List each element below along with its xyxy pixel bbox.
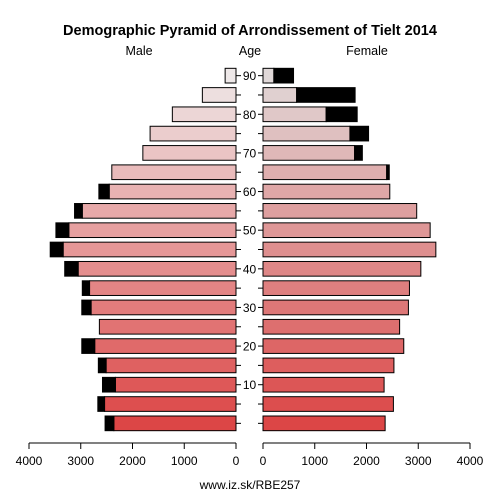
x-tick-label: 4000	[457, 454, 484, 468]
male-bar-70-74	[142, 145, 237, 161]
x-axes: 4000 3000 2000 1000 0 0 1000 2000 3000 4000	[16, 442, 484, 468]
female-bar-5-9	[262, 396, 394, 412]
age-tick-label: 30	[243, 301, 257, 315]
male-excess-55-59	[74, 203, 83, 219]
female-bar-85-89	[262, 87, 298, 103]
female-bar-25-29	[262, 318, 401, 335]
female-bar-50-54	[262, 222, 431, 239]
female-bar-35-39	[262, 280, 410, 296]
female-bar-45-49	[262, 241, 437, 258]
age-tick-label: 70	[243, 146, 257, 160]
female-bar-0-4	[262, 415, 386, 432]
female-bar-75-79	[262, 125, 351, 142]
x-tick-label: 4000	[16, 454, 43, 468]
male-bar-30-34	[90, 299, 237, 316]
age-tick-label: 50	[243, 224, 257, 238]
x-tick-label: 2000	[119, 454, 146, 468]
age-label: Age	[239, 44, 261, 58]
female-excess-80-84	[325, 106, 358, 123]
male-bar-55-59	[81, 203, 237, 219]
female-excess-90+	[273, 67, 295, 84]
female-bar-40-44	[262, 260, 422, 277]
male-bar-15-19	[105, 357, 237, 374]
x-tick-label: 3000	[405, 454, 432, 468]
male-bar-50-54	[68, 222, 237, 239]
male-bars	[49, 67, 237, 432]
female-bar-15-19	[262, 357, 395, 374]
male-label: Male	[125, 44, 152, 58]
footer-url: www.iz.sk/RBE257	[199, 478, 301, 492]
male-excess-50-54	[55, 222, 70, 239]
x-tick-label: 3000	[67, 454, 94, 468]
male-bar-85-89	[201, 87, 237, 103]
age-tick-label: 40	[243, 262, 257, 276]
x-tick-label: 2000	[353, 454, 380, 468]
x-tick-label: 0	[260, 454, 267, 468]
x-tick-label: 1000	[301, 454, 328, 468]
male-bar-20-24	[94, 338, 237, 354]
male-bar-35-39	[89, 280, 237, 296]
female-bar-30-34	[262, 299, 409, 316]
age-axis: 10 20 30 40 50 60 70 80 90	[236, 69, 263, 424]
male-bar-60-64	[108, 183, 237, 200]
male-excess-0-4	[104, 415, 115, 432]
male-bar-0-4	[113, 415, 237, 432]
female-bar-55-59	[262, 203, 418, 219]
female-excess-85-89	[296, 87, 356, 103]
male-bar-75-79	[149, 125, 237, 142]
male-excess-40-44	[64, 260, 79, 277]
male-bar-10-14	[114, 376, 237, 393]
female-bar-10-14	[262, 376, 385, 393]
female-bar-70-74	[262, 145, 356, 161]
age-tick-label: 90	[243, 69, 257, 83]
male-excess-30-34	[81, 299, 92, 316]
male-excess-15-19	[97, 357, 107, 374]
male-excess-35-39	[81, 280, 91, 296]
female-bar-60-64	[262, 183, 391, 200]
age-tick-label: 10	[243, 378, 257, 392]
male-excess-45-49	[49, 241, 64, 258]
female-bar-65-69	[262, 164, 388, 181]
male-excess-5-9	[97, 396, 106, 412]
male-bar-40-44	[77, 260, 237, 277]
chart-title: Demographic Pyramid of Arrondissement of…	[63, 23, 437, 39]
female-bar-90+	[262, 67, 275, 84]
age-tick-label: 80	[243, 108, 257, 122]
male-bar-25-29	[98, 318, 237, 335]
female-bar-80-84	[262, 106, 327, 123]
age-tick-label: 60	[243, 185, 257, 199]
x-tick-label: 0	[233, 454, 240, 468]
age-tick-label: 20	[243, 340, 257, 354]
female-bar-20-24	[262, 338, 405, 354]
male-bar-5-9	[104, 396, 237, 412]
male-bar-90+	[224, 67, 237, 84]
male-excess-20-24	[81, 338, 96, 354]
male-excess-10-14	[101, 376, 116, 393]
female-excess-75-79	[349, 125, 370, 142]
x-tick-label: 1000	[171, 454, 198, 468]
male-bar-65-69	[111, 164, 237, 181]
female-label: Female	[346, 44, 388, 58]
female-bars	[262, 67, 437, 432]
male-bar-45-49	[62, 241, 237, 258]
female-excess-65-69	[386, 164, 390, 181]
male-bar-80-84	[171, 106, 237, 123]
male-excess-60-64	[98, 183, 110, 200]
female-excess-70-74	[354, 145, 363, 161]
